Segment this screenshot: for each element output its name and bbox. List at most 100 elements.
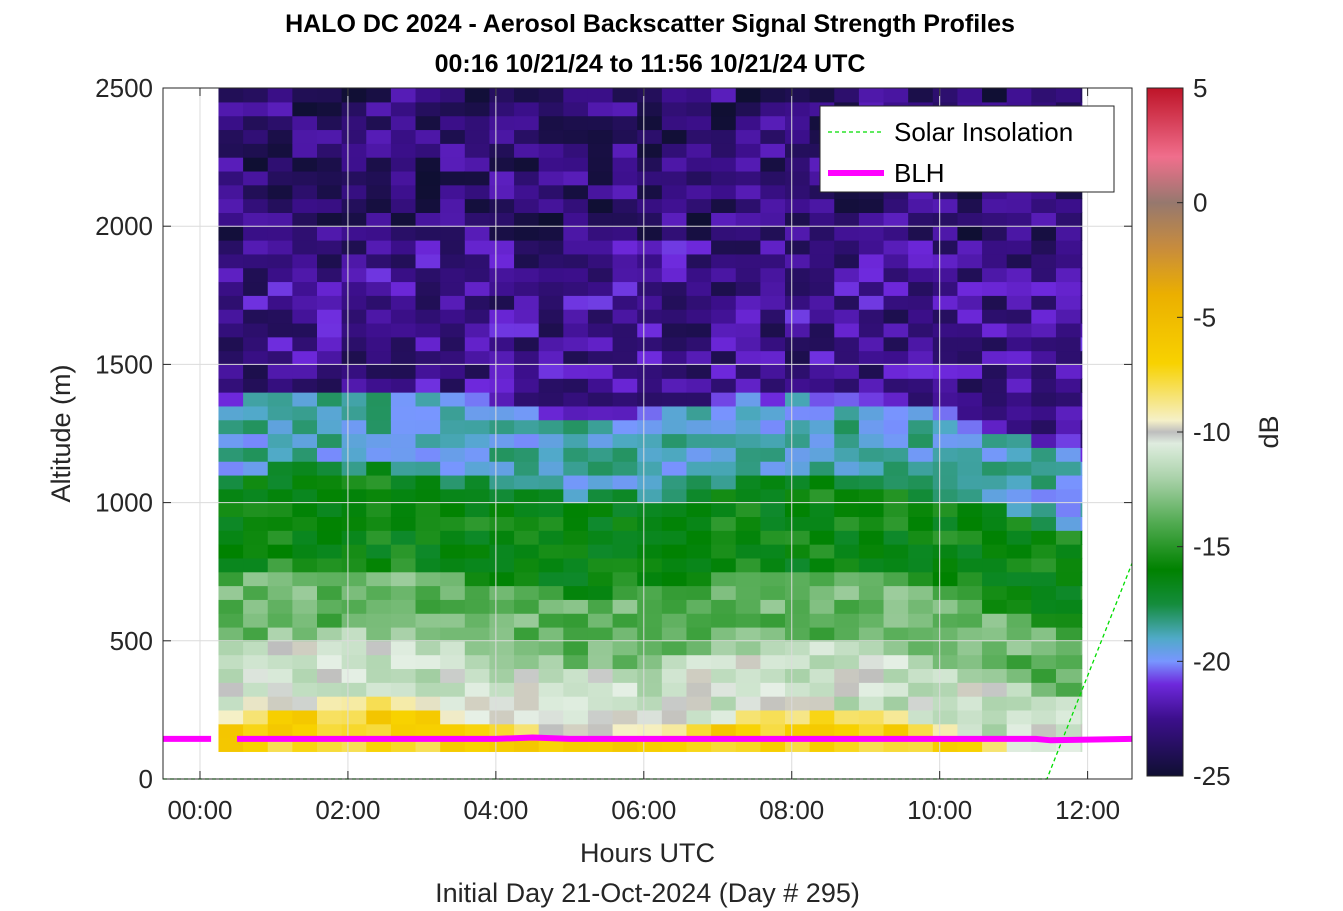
heatmap-cell xyxy=(957,461,983,476)
heatmap-cell xyxy=(514,613,540,628)
heatmap-cell xyxy=(1031,295,1057,310)
heatmap-cell xyxy=(785,447,811,462)
heatmap-cell xyxy=(908,350,934,365)
heatmap-cell xyxy=(785,88,811,103)
heatmap-cell xyxy=(317,281,343,296)
heatmap-cell xyxy=(661,474,688,490)
heatmap-cell xyxy=(489,474,515,490)
heatmap-cell xyxy=(1080,654,1083,670)
heatmap-cell xyxy=(563,240,589,255)
heatmap-cell xyxy=(317,488,343,504)
heatmap-cell xyxy=(514,322,540,338)
heatmap-cell xyxy=(415,709,441,725)
heatmap-cell xyxy=(883,212,909,227)
heatmap-cell xyxy=(1080,613,1083,628)
heatmap-cell xyxy=(390,101,417,117)
heatmap-cell xyxy=(317,723,343,739)
heatmap-cell xyxy=(686,267,712,283)
heatmap-cell xyxy=(317,585,343,600)
heatmap-cell xyxy=(390,723,417,739)
heatmap-cell xyxy=(243,626,269,642)
heatmap-cell xyxy=(440,322,466,338)
heatmap-cell xyxy=(612,474,638,490)
heatmap-cell xyxy=(514,143,540,158)
heatmap-cell xyxy=(366,696,392,711)
heatmap-cell xyxy=(637,101,663,117)
heatmap-cell xyxy=(267,350,293,365)
heatmap-cell xyxy=(415,350,441,365)
heatmap-cell xyxy=(218,101,244,117)
heatmap-cell xyxy=(711,170,737,186)
heatmap-cell xyxy=(317,350,343,365)
heatmap-cell xyxy=(932,654,959,670)
heatmap-cell xyxy=(538,198,564,213)
heatmap-cell xyxy=(563,405,589,421)
heatmap-cell xyxy=(883,253,909,269)
heatmap-cell xyxy=(317,709,343,725)
legend-label-blh: BLH xyxy=(894,158,945,188)
heatmap-cell xyxy=(711,281,737,296)
heatmap-cell xyxy=(1080,281,1083,296)
heatmap-cell xyxy=(341,544,367,559)
heatmap-cell xyxy=(661,488,688,504)
x-axis-label: Hours UTC xyxy=(580,838,715,868)
heatmap-cell xyxy=(1031,474,1057,490)
heatmap-cell xyxy=(785,613,811,628)
heatmap-cell xyxy=(1080,696,1083,711)
heatmap-cell xyxy=(858,447,885,462)
heatmap-cell xyxy=(957,309,983,324)
heatmap-cell xyxy=(612,350,638,365)
heatmap-cell xyxy=(760,668,786,683)
heatmap-cell xyxy=(760,474,786,490)
heatmap-cell xyxy=(415,599,441,614)
heatmap-cell xyxy=(760,378,786,393)
heatmap-cell xyxy=(858,253,885,269)
heatmap-cell xyxy=(908,723,934,739)
heatmap-cell xyxy=(809,516,835,531)
heatmap-cell xyxy=(612,599,638,614)
heatmap-cell xyxy=(415,226,441,241)
heatmap-cell xyxy=(366,502,392,518)
heatmap-cell xyxy=(390,682,417,697)
heatmap-cell xyxy=(834,240,860,255)
heatmap-cell xyxy=(711,474,737,490)
heatmap-cell xyxy=(637,516,663,531)
heatmap-cell xyxy=(908,198,934,213)
heatmap-cell xyxy=(390,226,417,241)
heatmap-cell xyxy=(637,253,663,269)
heatmap-cell xyxy=(267,170,293,186)
heatmap-cell xyxy=(218,295,244,310)
heatmap-cell xyxy=(563,392,589,407)
heatmap-cell xyxy=(760,640,786,656)
heatmap-cell xyxy=(785,364,811,379)
heatmap-cell xyxy=(735,433,761,448)
heatmap-cell xyxy=(267,599,293,614)
heatmap-cell xyxy=(883,240,909,255)
heatmap-cell xyxy=(317,309,343,324)
heatmap-cell xyxy=(932,516,959,531)
heatmap-cell xyxy=(785,709,811,725)
heatmap-cell xyxy=(440,613,466,628)
heatmap-cell xyxy=(760,723,786,739)
heatmap-cell xyxy=(267,668,293,683)
heatmap-cell xyxy=(711,544,737,559)
heatmap-cell xyxy=(1031,253,1057,269)
heatmap-cell xyxy=(1055,530,1082,545)
heatmap-cell xyxy=(292,557,318,573)
heatmap-cell xyxy=(957,433,983,448)
heatmap-cell xyxy=(637,322,663,338)
heatmap-cell xyxy=(538,226,564,241)
heatmap-cell xyxy=(834,585,860,600)
heatmap-cell xyxy=(883,654,909,670)
heatmap-cell xyxy=(1031,212,1057,227)
heatmap-cell xyxy=(317,544,343,559)
heatmap-cell xyxy=(587,433,614,448)
heatmap-cell xyxy=(415,336,441,352)
heatmap-cell xyxy=(243,364,269,379)
heatmap-cell xyxy=(1055,253,1082,269)
heatmap-cell xyxy=(982,378,1008,393)
heatmap-cell xyxy=(514,378,540,393)
heatmap-cell xyxy=(440,129,466,144)
heatmap-cell xyxy=(366,530,392,545)
